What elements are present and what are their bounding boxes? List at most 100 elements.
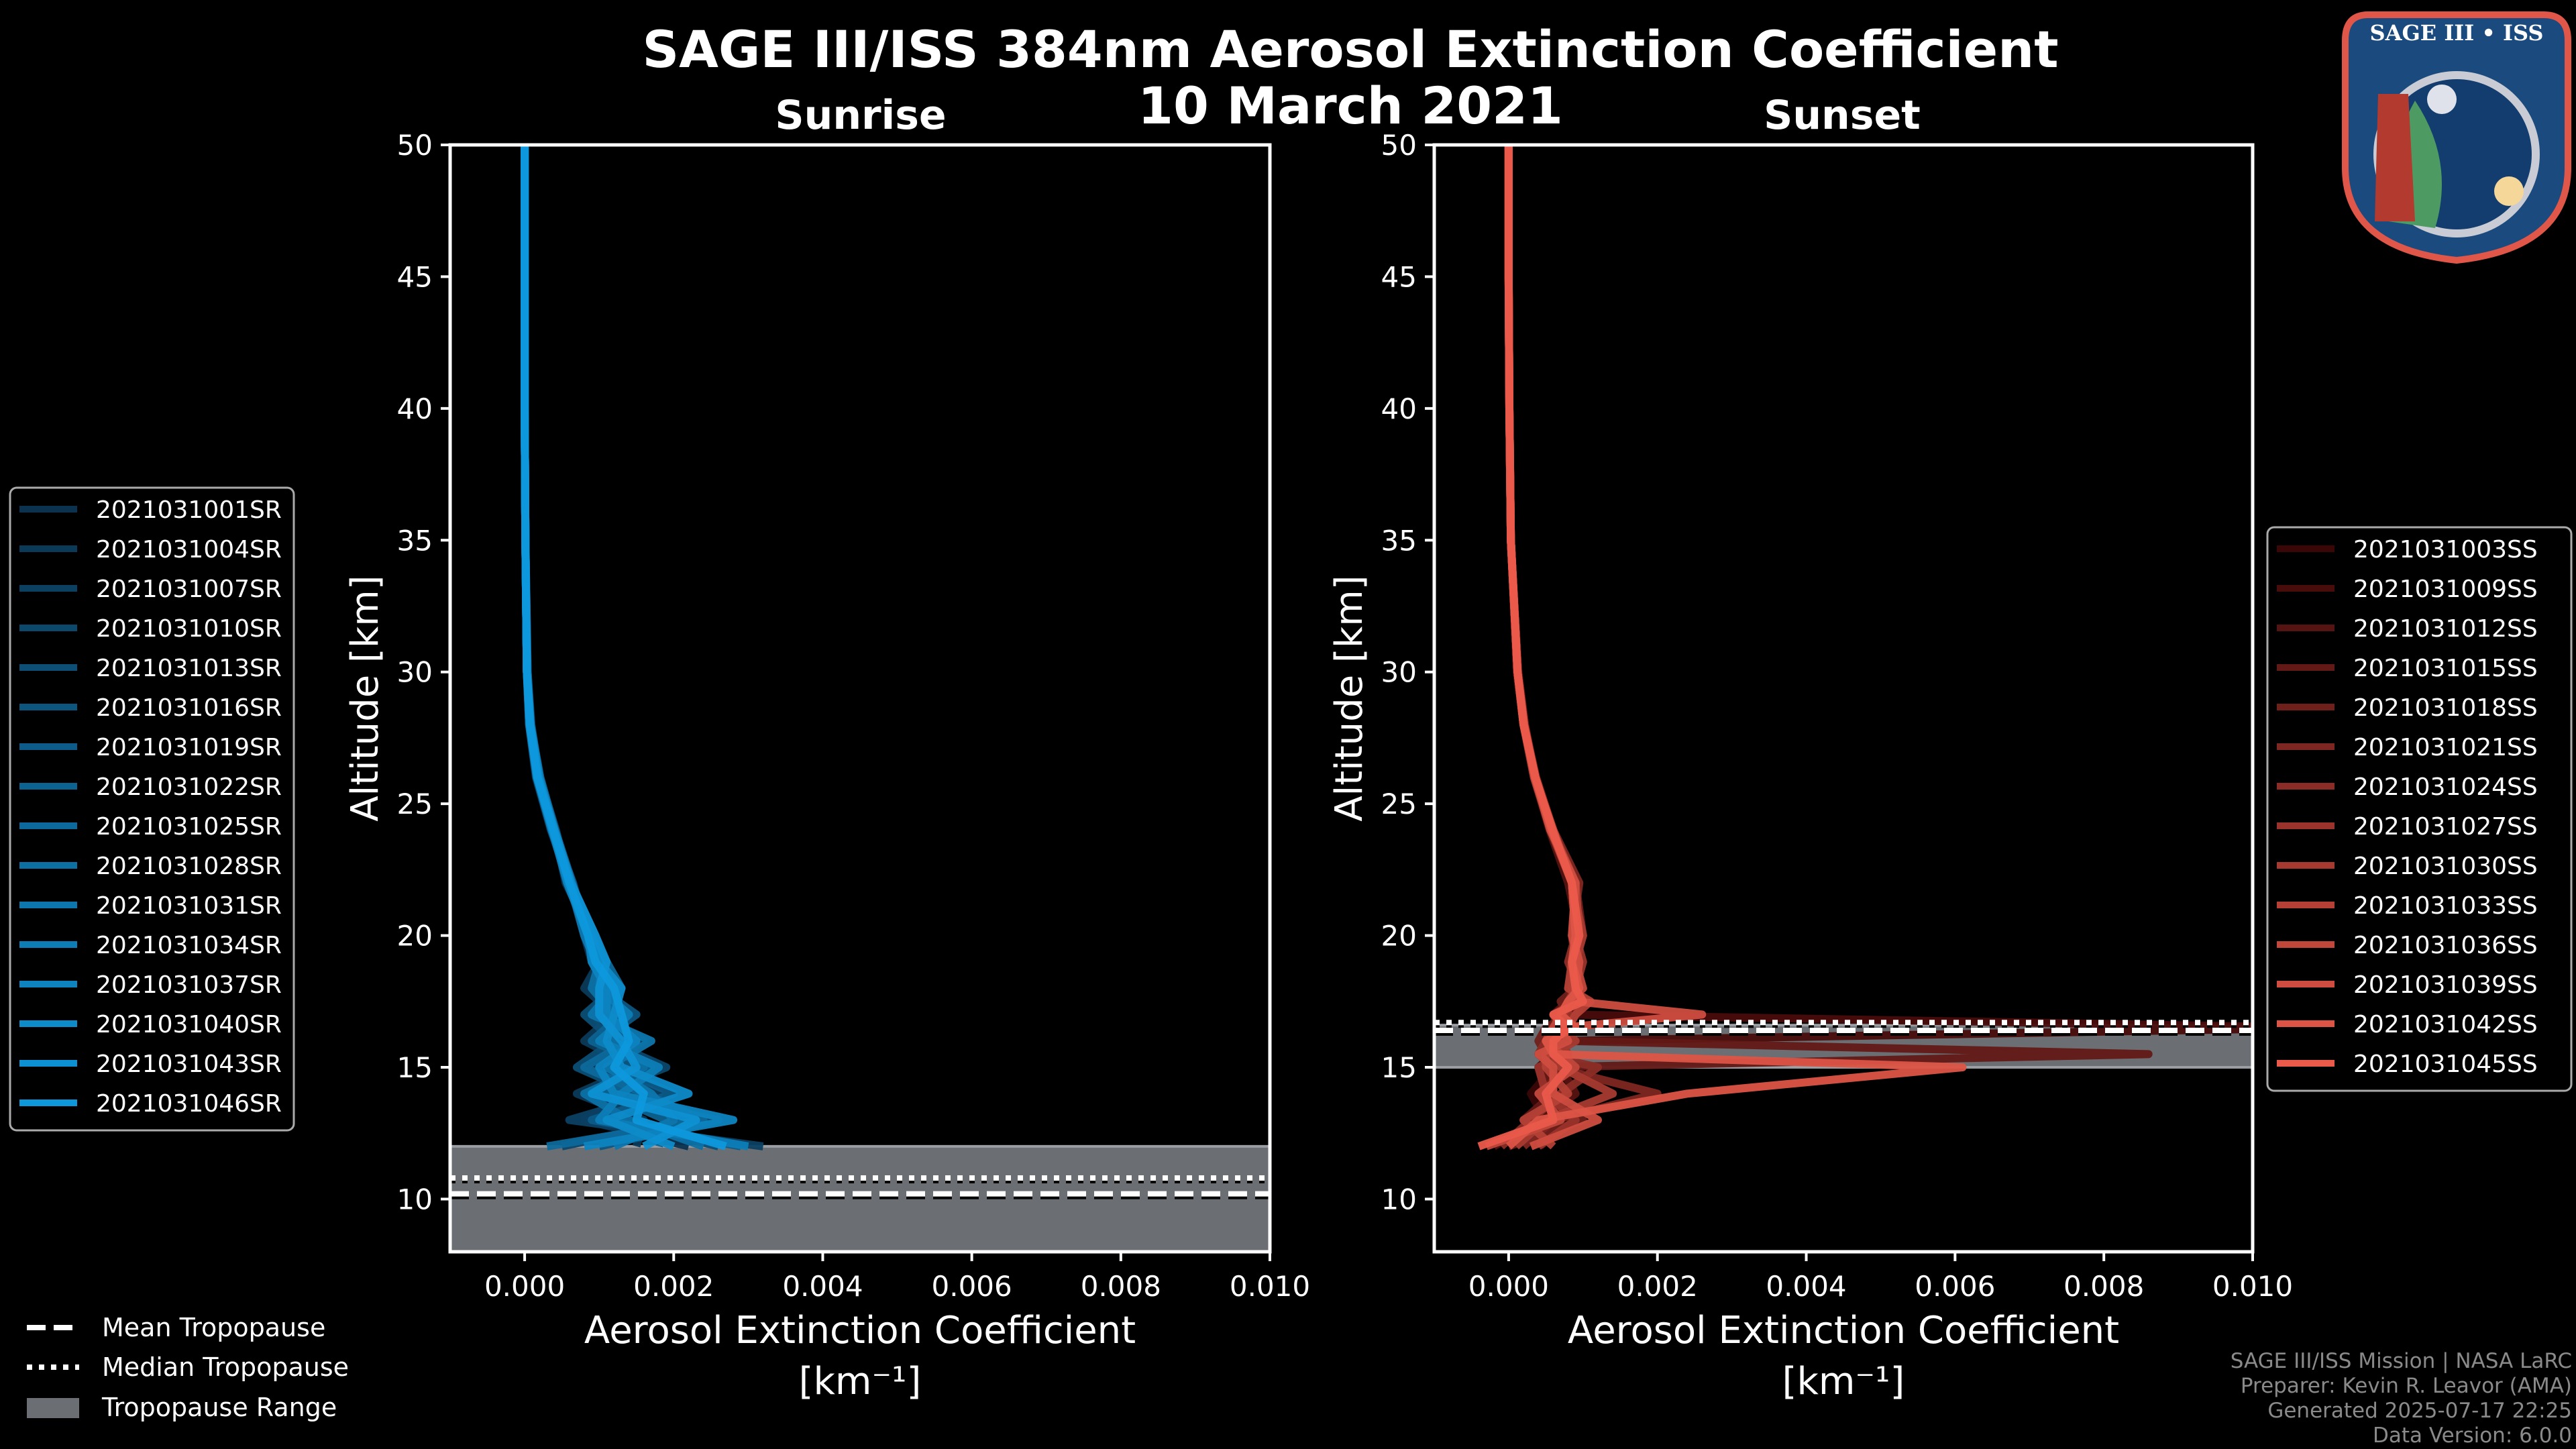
legend-box bbox=[2266, 526, 2573, 1092]
y-tick-label: 10 bbox=[1381, 1183, 1417, 1216]
y-tick-label: 45 bbox=[397, 260, 433, 293]
y-tick-label: 40 bbox=[1381, 392, 1417, 425]
tropopause-legend: Mean Tropopause Median Tropopause Tropop… bbox=[27, 1313, 349, 1422]
sunrise-title: Sunrise bbox=[775, 92, 946, 139]
sunset-x-axis-unit: [km⁻¹] bbox=[1782, 1360, 1905, 1403]
legend-label: 2021031036SS bbox=[2353, 932, 2538, 959]
legend-label: 2021031040SR bbox=[96, 1011, 282, 1038]
legend-label: 2021031009SS bbox=[2353, 576, 2538, 603]
legend-label: 2021031013SR bbox=[96, 655, 282, 682]
footer-generated: Generated 2025-07-17 22:25 bbox=[2267, 1399, 2572, 1423]
legend-label: 2021031015SS bbox=[2353, 655, 2538, 682]
y-tick-label: 50 bbox=[397, 129, 433, 162]
profile-line-2021031019SR bbox=[521, 145, 742, 1150]
profile-line-2021031009SS bbox=[1504, 145, 2253, 1150]
profile-line-2021031004SR bbox=[521, 145, 648, 1148]
y-tick-label: 10 bbox=[397, 1183, 433, 1216]
x-tick-label: 0.008 bbox=[2063, 1270, 2144, 1303]
sunset-profiles bbox=[1477, 145, 2253, 1150]
y-tick-label: 45 bbox=[1381, 260, 1417, 293]
sunrise-legend: 2021031001SR 2021031004SR 2021031007SR 2021… bbox=[9, 486, 295, 1132]
y-tick-label: 35 bbox=[1381, 524, 1417, 557]
legend-label: 2021031016SR bbox=[96, 694, 282, 722]
y-tick-label: 20 bbox=[397, 920, 433, 953]
x-tick-label: 0.000 bbox=[484, 1270, 565, 1303]
profile-line-2021031034SR bbox=[521, 145, 749, 1150]
y-tick-label: 25 bbox=[1381, 788, 1417, 820]
x-tick-label: 0.004 bbox=[1766, 1270, 1846, 1303]
legend-label: 2021031010SR bbox=[96, 615, 282, 643]
profile-line-2021031045SS bbox=[1477, 145, 1587, 1150]
mean-tropopause-label: Mean Tropopause bbox=[102, 1313, 325, 1342]
sunset-panel: 0.000 0.002 0.004 0.006 0.008 0.010 10 15 20 25 30… bbox=[1328, 129, 2573, 1403]
y-tick-label: 40 bbox=[397, 392, 433, 425]
sunrise-x-axis-label: Aerosol Extinction Coefficient bbox=[584, 1309, 1136, 1352]
profile-line-2021031037SR bbox=[521, 145, 738, 1150]
tropopause-range-label: Tropopause Range bbox=[101, 1393, 337, 1422]
profile-line-2021031007SR bbox=[521, 145, 764, 1150]
x-tick-label: 0.008 bbox=[1081, 1270, 1161, 1303]
sunset-y-axis-label: Altitude [km] bbox=[1328, 575, 1371, 821]
sunrise-axes-frame bbox=[448, 143, 1272, 1254]
y-tick-label: 20 bbox=[1381, 920, 1417, 953]
footer-mission: SAGE III/ISS Mission | NASA LaRC bbox=[2231, 1349, 2572, 1373]
footer-credits: SAGE III/ISS Mission | NASA LaRC Prepare… bbox=[2231, 1349, 2572, 1448]
x-tick-label: 0.000 bbox=[1468, 1270, 1549, 1303]
profile-line-2021031039SS bbox=[1504, 145, 1707, 1150]
y-tick-label: 50 bbox=[1381, 129, 1417, 162]
legend-label: 2021031045SS bbox=[2353, 1051, 2538, 1078]
sunrise-panel: 0.000 0.002 0.004 0.006 0.008 0.010 10 15 20 25 30… bbox=[9, 129, 1310, 1403]
sunset-title: Sunset bbox=[1764, 92, 1921, 139]
sunrise-y-axis-label: Altitude [km] bbox=[343, 575, 387, 821]
figure-title: SAGE III/ISS 384nm Aerosol Extinction Co… bbox=[642, 19, 2058, 79]
legend-label: 2021031018SS bbox=[2353, 694, 2538, 722]
legend-label: 2021031004SR bbox=[96, 536, 282, 564]
x-tick-label: 0.006 bbox=[932, 1270, 1012, 1303]
tropopause-range-swatch bbox=[27, 1398, 79, 1418]
legend-label: 2021031037SR bbox=[96, 971, 282, 999]
legend-label: 2021031022SR bbox=[96, 773, 282, 801]
x-tick-label: 0.004 bbox=[782, 1270, 863, 1303]
legend-label: 2021031030SS bbox=[2353, 853, 2538, 880]
legend-label: 2021031025SR bbox=[96, 813, 282, 841]
y-tick-label: 25 bbox=[397, 788, 433, 820]
x-tick-label: 0.010 bbox=[1230, 1270, 1310, 1303]
sunrise-profiles bbox=[521, 145, 764, 1150]
y-tick-label: 30 bbox=[397, 656, 433, 689]
legend-label: 2021031028SR bbox=[96, 853, 282, 880]
legend-label: 2021031046SR bbox=[96, 1090, 282, 1118]
x-tick-label: 0.002 bbox=[633, 1270, 714, 1303]
y-tick-label: 15 bbox=[397, 1051, 433, 1084]
legend-label: 2021031027SS bbox=[2353, 813, 2538, 841]
legend-box bbox=[9, 486, 295, 1132]
y-tick-label: 30 bbox=[1381, 656, 1417, 689]
legend-label: 2021031021SS bbox=[2353, 734, 2538, 761]
legend-label: 2021031033SS bbox=[2353, 892, 2538, 920]
footer-preparer: Preparer: Kevin R. Leavor (AMA) bbox=[2241, 1374, 2572, 1398]
y-tick-label: 35 bbox=[397, 524, 433, 557]
footer-data-version: Data Version: 6.0.0 bbox=[2373, 1424, 2572, 1448]
y-tick-label: 15 bbox=[1381, 1051, 1417, 1084]
sunset-x-axis-label: Aerosol Extinction Coefficient bbox=[1568, 1309, 2119, 1352]
profile-line-2021031015SS bbox=[1504, 145, 2153, 1149]
legend-label: 2021031043SR bbox=[96, 1051, 282, 1078]
x-tick-label: 0.010 bbox=[2212, 1270, 2293, 1303]
legend-label: 2021031034SR bbox=[96, 932, 282, 959]
legend-label: 2021031019SR bbox=[96, 734, 282, 761]
legend-label: 2021031042SS bbox=[2353, 1011, 2538, 1038]
sage-iii-iss-logo: SAGE III • ISS bbox=[2342, 11, 2571, 264]
profile-line-2021031046SR bbox=[521, 145, 727, 1150]
x-tick-label: 0.002 bbox=[1617, 1270, 1698, 1303]
legend-label: 2021031001SR bbox=[96, 496, 282, 524]
sunset-legend: 2021031003SS 2021031009SS 2021031012SS 2021… bbox=[2266, 526, 2573, 1092]
legend-label: 2021031039SS bbox=[2353, 971, 2538, 999]
legend-label: 2021031007SR bbox=[96, 576, 282, 603]
legend-label: 2021031012SS bbox=[2353, 615, 2538, 643]
sunset-axes-frame bbox=[1432, 143, 2255, 1254]
legend-label: 2021031003SS bbox=[2353, 536, 2538, 564]
legend-label: 2021031024SS bbox=[2353, 773, 2538, 801]
median-tropopause-label: Median Tropopause bbox=[102, 1352, 349, 1382]
sunrise-x-axis-unit: [km⁻¹] bbox=[799, 1360, 922, 1403]
figure-date: 10 March 2021 bbox=[1138, 76, 1563, 136]
